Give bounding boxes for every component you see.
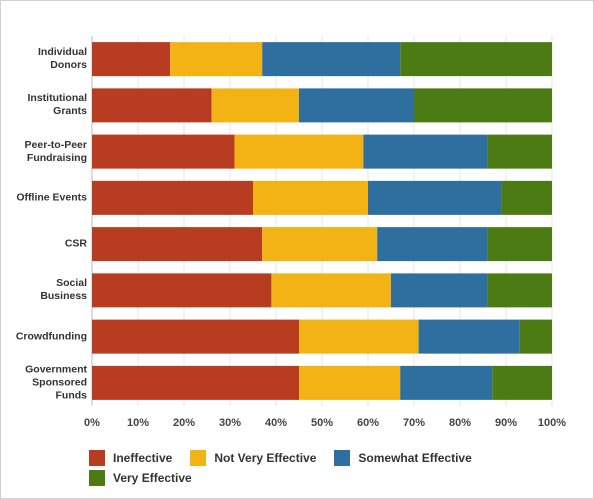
x-tick-label: 50% — [311, 417, 333, 429]
legend-label: Very Effective — [113, 471, 192, 485]
bar-segment — [299, 319, 419, 354]
x-tick-label: 40% — [265, 417, 287, 429]
x-tick-label: 30% — [219, 417, 241, 429]
bar-segment — [487, 273, 552, 308]
bar-segment — [414, 88, 552, 123]
bar-segment — [92, 180, 253, 215]
bar-segment — [253, 180, 368, 215]
bar-segment — [92, 134, 235, 169]
bar-segment — [487, 134, 552, 169]
bar-segment — [492, 365, 552, 400]
x-tick-label: 70% — [403, 417, 425, 429]
bar-segment — [170, 42, 263, 77]
legend-swatch — [190, 450, 207, 466]
bar-segment — [271, 273, 391, 308]
x-tick-label: 10% — [127, 417, 149, 429]
legend-item: Somewhat Effective — [334, 450, 472, 466]
legend-swatch — [334, 450, 351, 466]
bar-segment — [92, 319, 299, 354]
x-tick-label: 20% — [173, 417, 195, 429]
category-label: Individual Donors — [37, 46, 87, 72]
bar-segment — [519, 319, 552, 354]
bar-segment — [92, 42, 171, 77]
category-label: Offline Events — [16, 191, 87, 204]
x-tick-label: 0% — [84, 417, 100, 429]
category-label: Peer-to-Peer Fundraising — [24, 138, 87, 164]
legend-label: Not Very Effective — [214, 451, 317, 465]
bar-segment — [501, 180, 552, 215]
x-tick-label: 90% — [495, 417, 517, 429]
bar-segment — [92, 88, 212, 123]
bar-segment — [299, 365, 401, 400]
category-label: Institutional Grants — [27, 92, 88, 118]
bar-segment — [400, 365, 493, 400]
legend-label: Somewhat Effective — [358, 451, 472, 465]
legend-item: Not Very Effective — [190, 450, 316, 466]
legend-swatch — [89, 450, 105, 466]
bar-segment — [391, 273, 488, 308]
bar-segment — [262, 42, 401, 77]
bar-segment — [377, 227, 488, 262]
bar-segment — [368, 180, 502, 215]
bar-segment — [418, 319, 520, 354]
x-tick-label: 100% — [538, 417, 566, 429]
bar-segment — [487, 227, 552, 262]
legend-label: Ineffective — [113, 451, 173, 465]
x-tick-label: 80% — [449, 417, 471, 429]
bar-segment — [211, 88, 299, 123]
x-tick-label: 60% — [357, 417, 379, 429]
bar-segment — [400, 42, 552, 77]
bar-segment — [363, 134, 488, 169]
category-label: Government Sponsored Funds — [25, 363, 87, 402]
category-label: CSR — [64, 237, 87, 250]
bar-segment — [92, 273, 272, 308]
bar-segment — [234, 134, 364, 169]
bar-segment — [92, 365, 299, 400]
category-label: Crowdfunding — [15, 330, 87, 343]
legend-swatch — [89, 470, 105, 486]
bar-segment — [299, 88, 414, 123]
legend-item: Very Effective — [89, 470, 192, 486]
legend-item: Ineffective — [89, 450, 172, 466]
plot: 0% 10% 20% 30% 40% 50% 60% 70% 80% 90% 100% — [84, 36, 566, 429]
category-label: Social Business — [40, 277, 87, 303]
bar-segment — [92, 227, 263, 262]
legend: Ineffective Not Very Effective Somewhat Ef… — [89, 450, 509, 486]
bar-segment — [262, 227, 378, 262]
